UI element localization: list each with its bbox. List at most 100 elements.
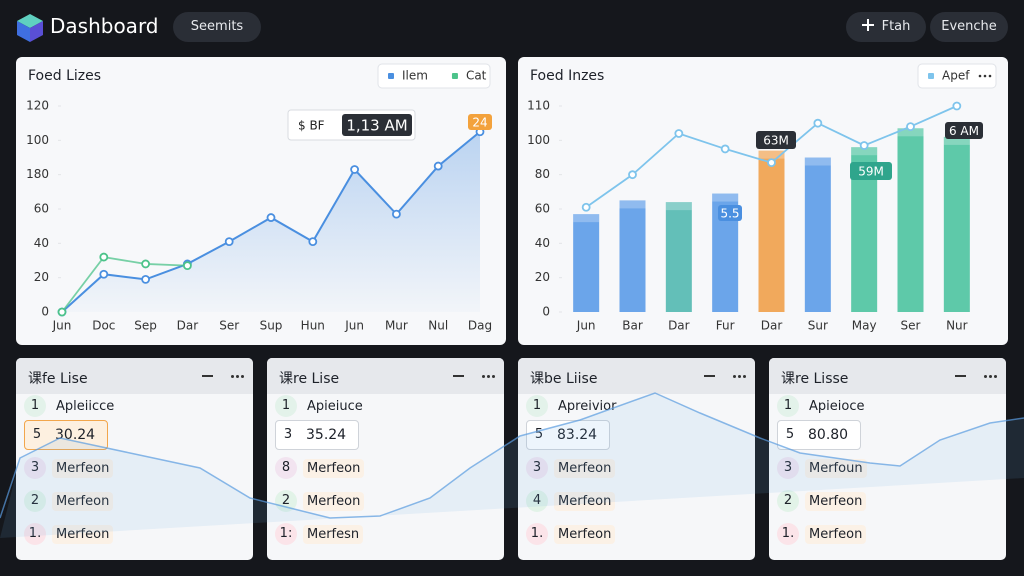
- legend-swatch: [928, 73, 934, 79]
- row-number: 1.: [24, 523, 46, 545]
- list-row: 5 83.24: [526, 420, 611, 450]
- add-button[interactable]: Ftah: [846, 12, 926, 42]
- row-number: 1.: [526, 523, 548, 545]
- chart-title: Foed Inzes: [530, 68, 604, 84]
- more-icon: [989, 375, 992, 378]
- annotation: 63M: [763, 134, 789, 148]
- row-number: 1:: [275, 523, 297, 545]
- row-label: Apieiuce: [307, 398, 363, 414]
- row-number: 1: [777, 395, 799, 417]
- legend-swatch: [388, 73, 394, 79]
- menu-button[interactable]: Evenche: [930, 12, 1008, 42]
- row-label: Merfeon: [303, 458, 365, 478]
- chart-title: Foed Lizes: [28, 68, 101, 84]
- row-number: 2: [275, 490, 297, 512]
- y-tick-label: 100: [26, 133, 49, 147]
- point: [224, 237, 234, 247]
- list-row: 1 Apleiicce: [24, 393, 118, 419]
- annotation-box: [718, 205, 742, 221]
- row-label: Merfeon: [554, 491, 616, 511]
- x-tick-label: Dar: [177, 319, 199, 333]
- x-tick-label: Dar: [761, 319, 783, 333]
- chart-panel: Foed Inzes Apef 0 20 40 60 80 100 110 Jun Bar Dar Fu…: [518, 57, 1008, 345]
- row-label: 35.24: [306, 427, 347, 443]
- bar: [804, 157, 831, 312]
- legend-box: [377, 63, 491, 89]
- row-number: 5: [534, 427, 544, 442]
- row-number: 3: [777, 457, 799, 479]
- card-header: 课be Liise: [518, 358, 755, 394]
- list-row: 3 Merfoun: [777, 455, 867, 481]
- row-number: 1: [526, 395, 548, 417]
- row-label: Merfeon: [52, 458, 114, 478]
- row-label: Merfeon: [554, 524, 616, 544]
- x-tick-label: Bar: [622, 319, 643, 333]
- x-tick-label: Sur: [808, 319, 828, 333]
- bar: [619, 200, 646, 312]
- annotation: 1,13 AM: [346, 117, 407, 135]
- chart-panel: Foed Lizes Ilem Cat 0 20 40 60 180 100 120 Jun Doc S…: [16, 57, 506, 345]
- row-number: 2: [24, 490, 46, 512]
- bar-cap: [851, 147, 878, 156]
- annotation-box: [342, 114, 412, 136]
- x-tick-label: May: [852, 319, 877, 333]
- tab-button[interactable]: Seemits: [173, 12, 261, 42]
- row-number: 5: [32, 427, 42, 442]
- point: [141, 259, 151, 269]
- card-title: 课fe Lise: [28, 371, 88, 387]
- annotation: 6 AM: [949, 124, 979, 138]
- chart: Foed Lizes Ilem Cat 0 20 40 60 180 100 120 Jun Doc S…: [26, 63, 492, 333]
- bar-cap: [758, 150, 785, 159]
- list-row: 1 Apieiuce: [275, 393, 367, 419]
- x-tick-label: Ser: [219, 319, 239, 333]
- row-number: 3: [24, 457, 46, 479]
- x-tick-label: Dar: [668, 319, 690, 333]
- bar-cap: [665, 202, 692, 211]
- value-box: 5 80.80: [777, 420, 862, 450]
- row-label: Merfeon: [554, 458, 616, 478]
- list-row: 2 Merfeon: [24, 488, 114, 514]
- annotation-box: [468, 114, 492, 130]
- value-box: 3 35.24: [275, 420, 360, 450]
- line: [61, 256, 188, 313]
- bar-cap: [804, 157, 831, 166]
- row-label: 83.24: [557, 427, 598, 443]
- chart: Foed Inzes Apef 0 20 40 60 80 100 110 Jun Bar Dar Fu…: [527, 63, 997, 333]
- list-row: 1 Apieioce: [777, 393, 868, 419]
- list-row: 3 Merfeon: [526, 455, 616, 481]
- row-label: Merfeon: [805, 491, 867, 511]
- value-box: 5 83.24: [526, 420, 611, 450]
- row-number: 3: [283, 427, 293, 442]
- y-tick-label: 60: [535, 202, 550, 216]
- x-tick-label: Hun: [301, 319, 325, 333]
- point: [720, 144, 730, 154]
- x-tick-label: Ser: [901, 319, 921, 333]
- card: 课re Lisse 1 Apieioce 5 80.80 3 Merfoun 2 Merfeon…: [769, 358, 1006, 560]
- y-tick-label: 180: [26, 167, 49, 181]
- legend-menu-dot: [983, 74, 987, 78]
- legend-swatch: [451, 73, 458, 79]
- card-header: 课fe Lise: [16, 358, 253, 394]
- point: [391, 209, 401, 219]
- bar-cap: [573, 214, 600, 223]
- point: [99, 252, 109, 262]
- row-number: 2: [777, 490, 799, 512]
- row-number: 1: [275, 395, 297, 417]
- list-row: 1. Merfeon: [24, 521, 114, 547]
- list-row: 2 Merfeon: [275, 488, 365, 514]
- row-label: Apreivior: [558, 398, 617, 414]
- y-tick-label: 60: [34, 202, 49, 216]
- row-label: Apieioce: [809, 398, 865, 414]
- point: [141, 274, 151, 284]
- list-row: 3 35.24: [275, 420, 360, 450]
- minimize-icon: [704, 375, 715, 377]
- legend-box: [917, 63, 997, 89]
- bar: [897, 128, 924, 312]
- y-tick-label: 0: [542, 305, 550, 319]
- card: 课be Liise 1 Apreivior 5 83.24 3 Merfeon 4 Merfeo…: [518, 358, 755, 560]
- minimize-icon: [955, 375, 966, 377]
- card-title: 课re Lise: [279, 371, 340, 387]
- row-label: Merfeon: [52, 524, 114, 544]
